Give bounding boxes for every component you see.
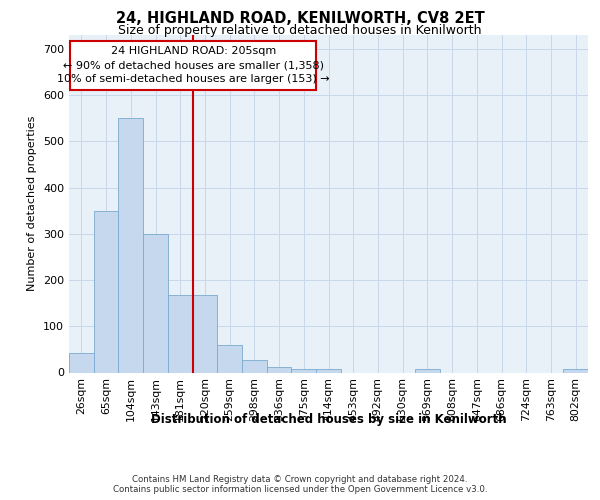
- Bar: [316, 369, 341, 372]
- FancyBboxPatch shape: [70, 40, 316, 90]
- Bar: [267, 367, 292, 372]
- Bar: [415, 369, 440, 372]
- Bar: [193, 295, 217, 372]
- Bar: [69, 353, 94, 372]
- Bar: [217, 345, 242, 372]
- Y-axis label: Number of detached properties: Number of detached properties: [28, 116, 37, 292]
- Bar: [292, 369, 316, 372]
- Text: Distribution of detached houses by size in Kenilworth: Distribution of detached houses by size …: [151, 412, 506, 426]
- Bar: [94, 210, 118, 372]
- Bar: [118, 118, 143, 372]
- Text: 24, HIGHLAND ROAD, KENILWORTH, CV8 2ET: 24, HIGHLAND ROAD, KENILWORTH, CV8 2ET: [116, 11, 484, 26]
- Text: 24 HIGHLAND ROAD: 205sqm
← 90% of detached houses are smaller (1,358)
10% of sem: 24 HIGHLAND ROAD: 205sqm ← 90% of detach…: [57, 46, 329, 84]
- Text: Size of property relative to detached houses in Kenilworth: Size of property relative to detached ho…: [118, 24, 482, 37]
- Bar: [242, 360, 267, 372]
- Bar: [143, 234, 168, 372]
- Text: Contains HM Land Registry data © Crown copyright and database right 2024.
Contai: Contains HM Land Registry data © Crown c…: [113, 474, 487, 494]
- Bar: [563, 369, 588, 372]
- Bar: [168, 295, 193, 372]
